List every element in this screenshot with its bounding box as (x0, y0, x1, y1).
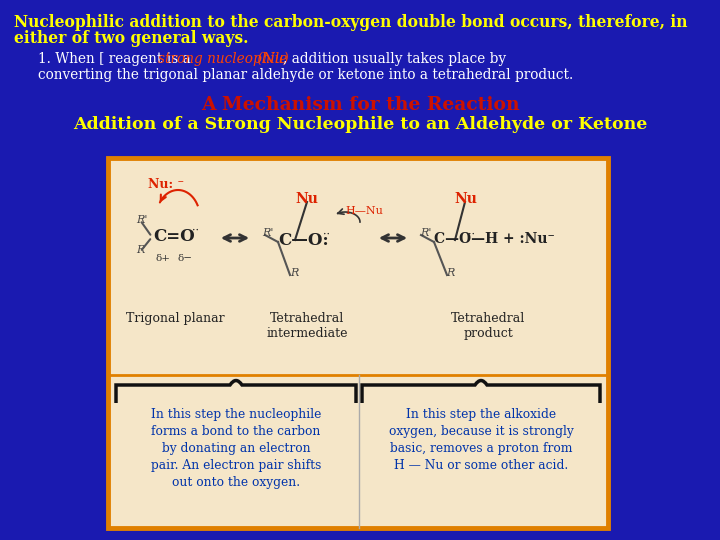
Text: H—Nu: H—Nu (345, 206, 383, 216)
Text: A Mechanism for the Reaction: A Mechanism for the Reaction (201, 96, 519, 114)
Text: Nu: Nu (454, 192, 477, 206)
Text: C—O:: C—O: (278, 232, 328, 249)
Text: Nucleophilic addition to the carbon-oxygen double bond occurs, therefore, in: Nucleophilic addition to the carbon-oxyg… (14, 14, 688, 31)
Text: strong nucleophile: strong nucleophile (158, 52, 287, 66)
Text: In this step the alkoxide
oxygen, because it is strongly
basic, removes a proton: In this step the alkoxide oxygen, becaus… (389, 408, 573, 472)
Text: C—O—H + :Nu⁻: C—O—H + :Nu⁻ (434, 232, 555, 246)
Text: Nu: ⁻: Nu: ⁻ (148, 178, 184, 191)
Text: 1. When [ reagent is a: 1. When [ reagent is a (38, 52, 195, 66)
Text: δ+: δ+ (155, 254, 170, 263)
Text: (Nu): (Nu) (253, 52, 289, 66)
Text: In this step the nucleophile
forms a bond to the carbon
by donating an electron
: In this step the nucleophile forms a bon… (150, 408, 321, 489)
Text: δ−: δ− (178, 254, 193, 263)
Text: C=O: C=O (153, 228, 194, 245)
Text: ··: ·· (192, 226, 199, 236)
Text: Tetrahedral
intermediate: Tetrahedral intermediate (266, 312, 348, 340)
Text: , addition usually takes place by: , addition usually takes place by (283, 52, 506, 66)
Text: R: R (290, 268, 298, 278)
Text: converting the trigonal planar aldehyde or ketone into a tetrahedral product.: converting the trigonal planar aldehyde … (38, 68, 573, 82)
Text: either of two general ways.: either of two general ways. (14, 30, 248, 47)
FancyBboxPatch shape (108, 158, 608, 528)
Text: R': R' (136, 215, 148, 225)
Text: R': R' (262, 228, 274, 238)
Text: R: R (446, 268, 454, 278)
Text: R: R (136, 245, 145, 255)
Text: Addition of a Strong Nucleophile to an Aldehyde or Ketone: Addition of a Strong Nucleophile to an A… (73, 116, 647, 133)
Text: ··: ·· (468, 230, 475, 240)
Text: Tetrahedral
product: Tetrahedral product (451, 312, 525, 340)
Text: Trigonal planar: Trigonal planar (126, 312, 225, 325)
Text: R': R' (420, 228, 431, 238)
Text: Nu: Nu (295, 192, 318, 206)
Text: ··: ·· (323, 230, 330, 240)
